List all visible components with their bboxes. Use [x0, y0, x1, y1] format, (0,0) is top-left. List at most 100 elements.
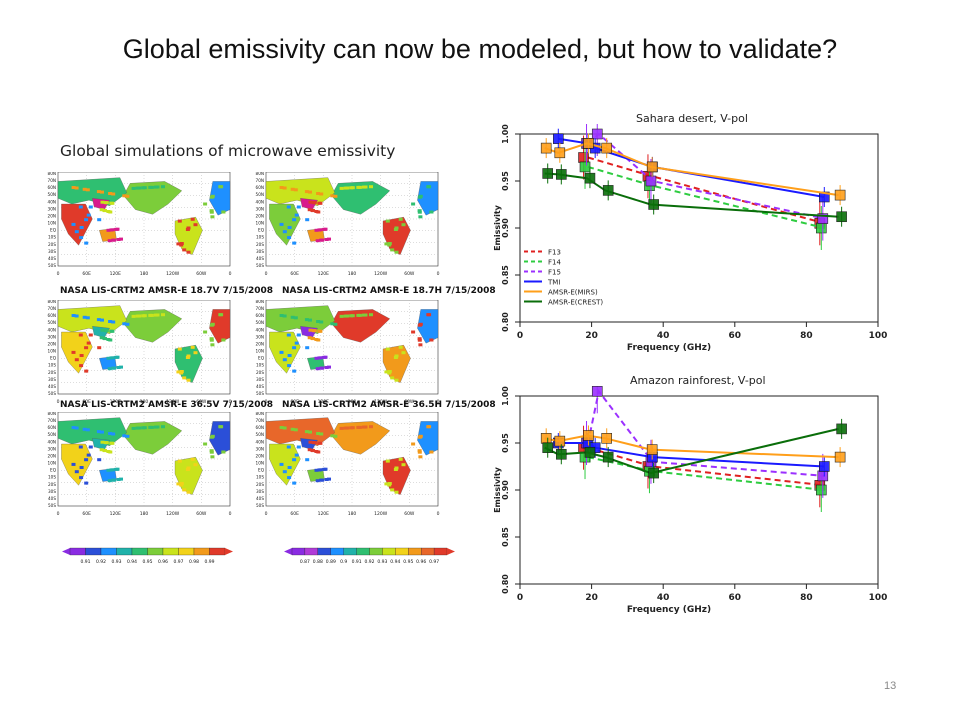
sahara-chart: 0 20 40 60 80 100 0.80 0.85 0.90 0.95 1.00 Frequenc…	[478, 112, 898, 368]
land-texture	[82, 187, 87, 191]
land-texture	[109, 201, 114, 205]
colorbar-swatch	[369, 547, 383, 556]
land-texture	[109, 441, 114, 445]
map-lat-label: 80N	[48, 172, 56, 176]
land-texture	[292, 458, 297, 462]
land-texture	[177, 347, 182, 351]
land-texture	[369, 425, 373, 429]
map-svg: 80N 70N 60N 50N 40N 30N 20N 10N EQ 10S 20S 30S 40S 50…	[256, 300, 440, 405]
data-box	[834, 189, 846, 201]
colorbar-swatch	[131, 547, 148, 556]
land-texture	[79, 466, 84, 469]
land-texture	[292, 346, 297, 350]
land-texture	[323, 355, 328, 359]
map-lat-label: 70N	[48, 178, 56, 183]
data-box	[645, 175, 657, 187]
land-texture	[74, 230, 79, 234]
land-texture	[100, 440, 105, 444]
map-lat-label: 20N	[48, 214, 56, 219]
land-texture	[411, 442, 416, 446]
land-texture	[398, 345, 403, 349]
map-lon-label: 60E	[82, 271, 91, 277]
data-box	[836, 211, 847, 223]
map-lon-label: 60W	[196, 271, 207, 277]
map-lat-label: 60N	[256, 425, 264, 430]
land-texture	[356, 313, 361, 317]
data-box	[815, 222, 827, 234]
land-texture	[401, 463, 406, 467]
map-lat-label: 30N	[48, 334, 56, 339]
land-texture	[218, 425, 223, 429]
chart-caption-amazon: Amazon rainforest, V-pol	[630, 374, 766, 387]
land-texture	[282, 230, 287, 234]
map-lon-label: 60W	[196, 511, 207, 517]
data-box	[601, 432, 613, 444]
land-texture	[186, 466, 191, 470]
land-texture	[122, 434, 127, 438]
map-lat-label: 30N	[256, 334, 264, 339]
land-texture	[316, 338, 321, 342]
x-tick-label: 60	[729, 331, 742, 341]
colorbar-swatch	[343, 547, 357, 556]
land-texture	[418, 322, 423, 326]
map-svg: 80N 70N 60N 50N 40N 30N 20N 10N EQ 10S 20S 30S 40S 50…	[48, 172, 232, 277]
land-texture	[203, 330, 208, 334]
land-texture	[186, 250, 191, 254]
emissivity-map-3: 80N 70N 60N 50N 40N 30N 20N 10N EQ 10S 20S 30S 40S 50…	[46, 300, 250, 412]
land-texture	[279, 314, 284, 317]
land-texture	[417, 450, 422, 454]
map-lat-label: EQ	[50, 468, 57, 473]
land-texture	[182, 488, 187, 492]
land-texture	[74, 186, 79, 190]
map-lon-label: 0	[265, 511, 268, 517]
land-texture	[394, 490, 399, 494]
map-lat-label: 20N	[48, 342, 56, 347]
map-lon-label: 120E	[318, 511, 330, 517]
emissivity-map-5: 80N 70N 60N 50N 40N 30N 20N 10N EQ 10S 20S 30S 40S 50…	[46, 412, 250, 524]
land-texture	[100, 200, 105, 204]
land-texture	[317, 441, 322, 445]
colorbar-tick-label: 0.92	[364, 559, 374, 565]
land-texture	[307, 208, 312, 212]
map-lat-label: 10S	[48, 475, 56, 480]
colorbar-arrow-right	[447, 548, 455, 555]
y-tick-label: 0.95	[501, 171, 510, 191]
land-texture	[324, 366, 329, 369]
colorbar-swatch	[330, 547, 344, 556]
map-lat-label: 20N	[48, 454, 56, 459]
map-lat-label: 30S	[256, 489, 264, 494]
y-tick-label: 1.00	[501, 386, 510, 406]
land-texture	[324, 478, 329, 481]
land-texture	[327, 237, 331, 241]
land-texture	[282, 470, 287, 474]
land-texture	[71, 314, 76, 317]
colorbar-swatch	[433, 547, 448, 556]
map-svg: 80N 70N 60N 50N 40N 30N 20N 10N EQ 10S 20S 30S 40S 50…	[48, 412, 232, 517]
land-texture	[316, 210, 321, 214]
land-texture	[176, 370, 181, 374]
map-lon-label: 60E	[82, 399, 91, 405]
legend-label: F14	[548, 259, 561, 267]
land-texture	[176, 242, 181, 246]
land-texture	[111, 432, 116, 436]
land-texture	[84, 369, 89, 373]
data-box	[584, 172, 596, 184]
y-tick-label: 1.00	[501, 124, 510, 144]
land-texture	[426, 313, 431, 317]
land-texture	[286, 205, 291, 209]
map-lat-label: 30S	[48, 249, 56, 254]
land-texture	[79, 236, 84, 240]
map-lat-label: 20S	[256, 242, 264, 247]
map-lon-label: 120W	[374, 271, 388, 277]
colorbar-tick-label: 0.91	[352, 559, 362, 565]
land-texture	[210, 343, 215, 347]
land-texture	[107, 367, 112, 371]
land-texture	[287, 476, 292, 480]
land-texture	[107, 239, 112, 243]
land-texture	[209, 209, 214, 213]
land-texture	[356, 185, 361, 189]
map-title: NASA LIS-CRTM2 AMSR-E 36.5V 7/15/2008	[60, 400, 274, 410]
land-texture	[88, 333, 93, 337]
land-texture	[398, 217, 403, 221]
land-texture	[319, 192, 324, 196]
